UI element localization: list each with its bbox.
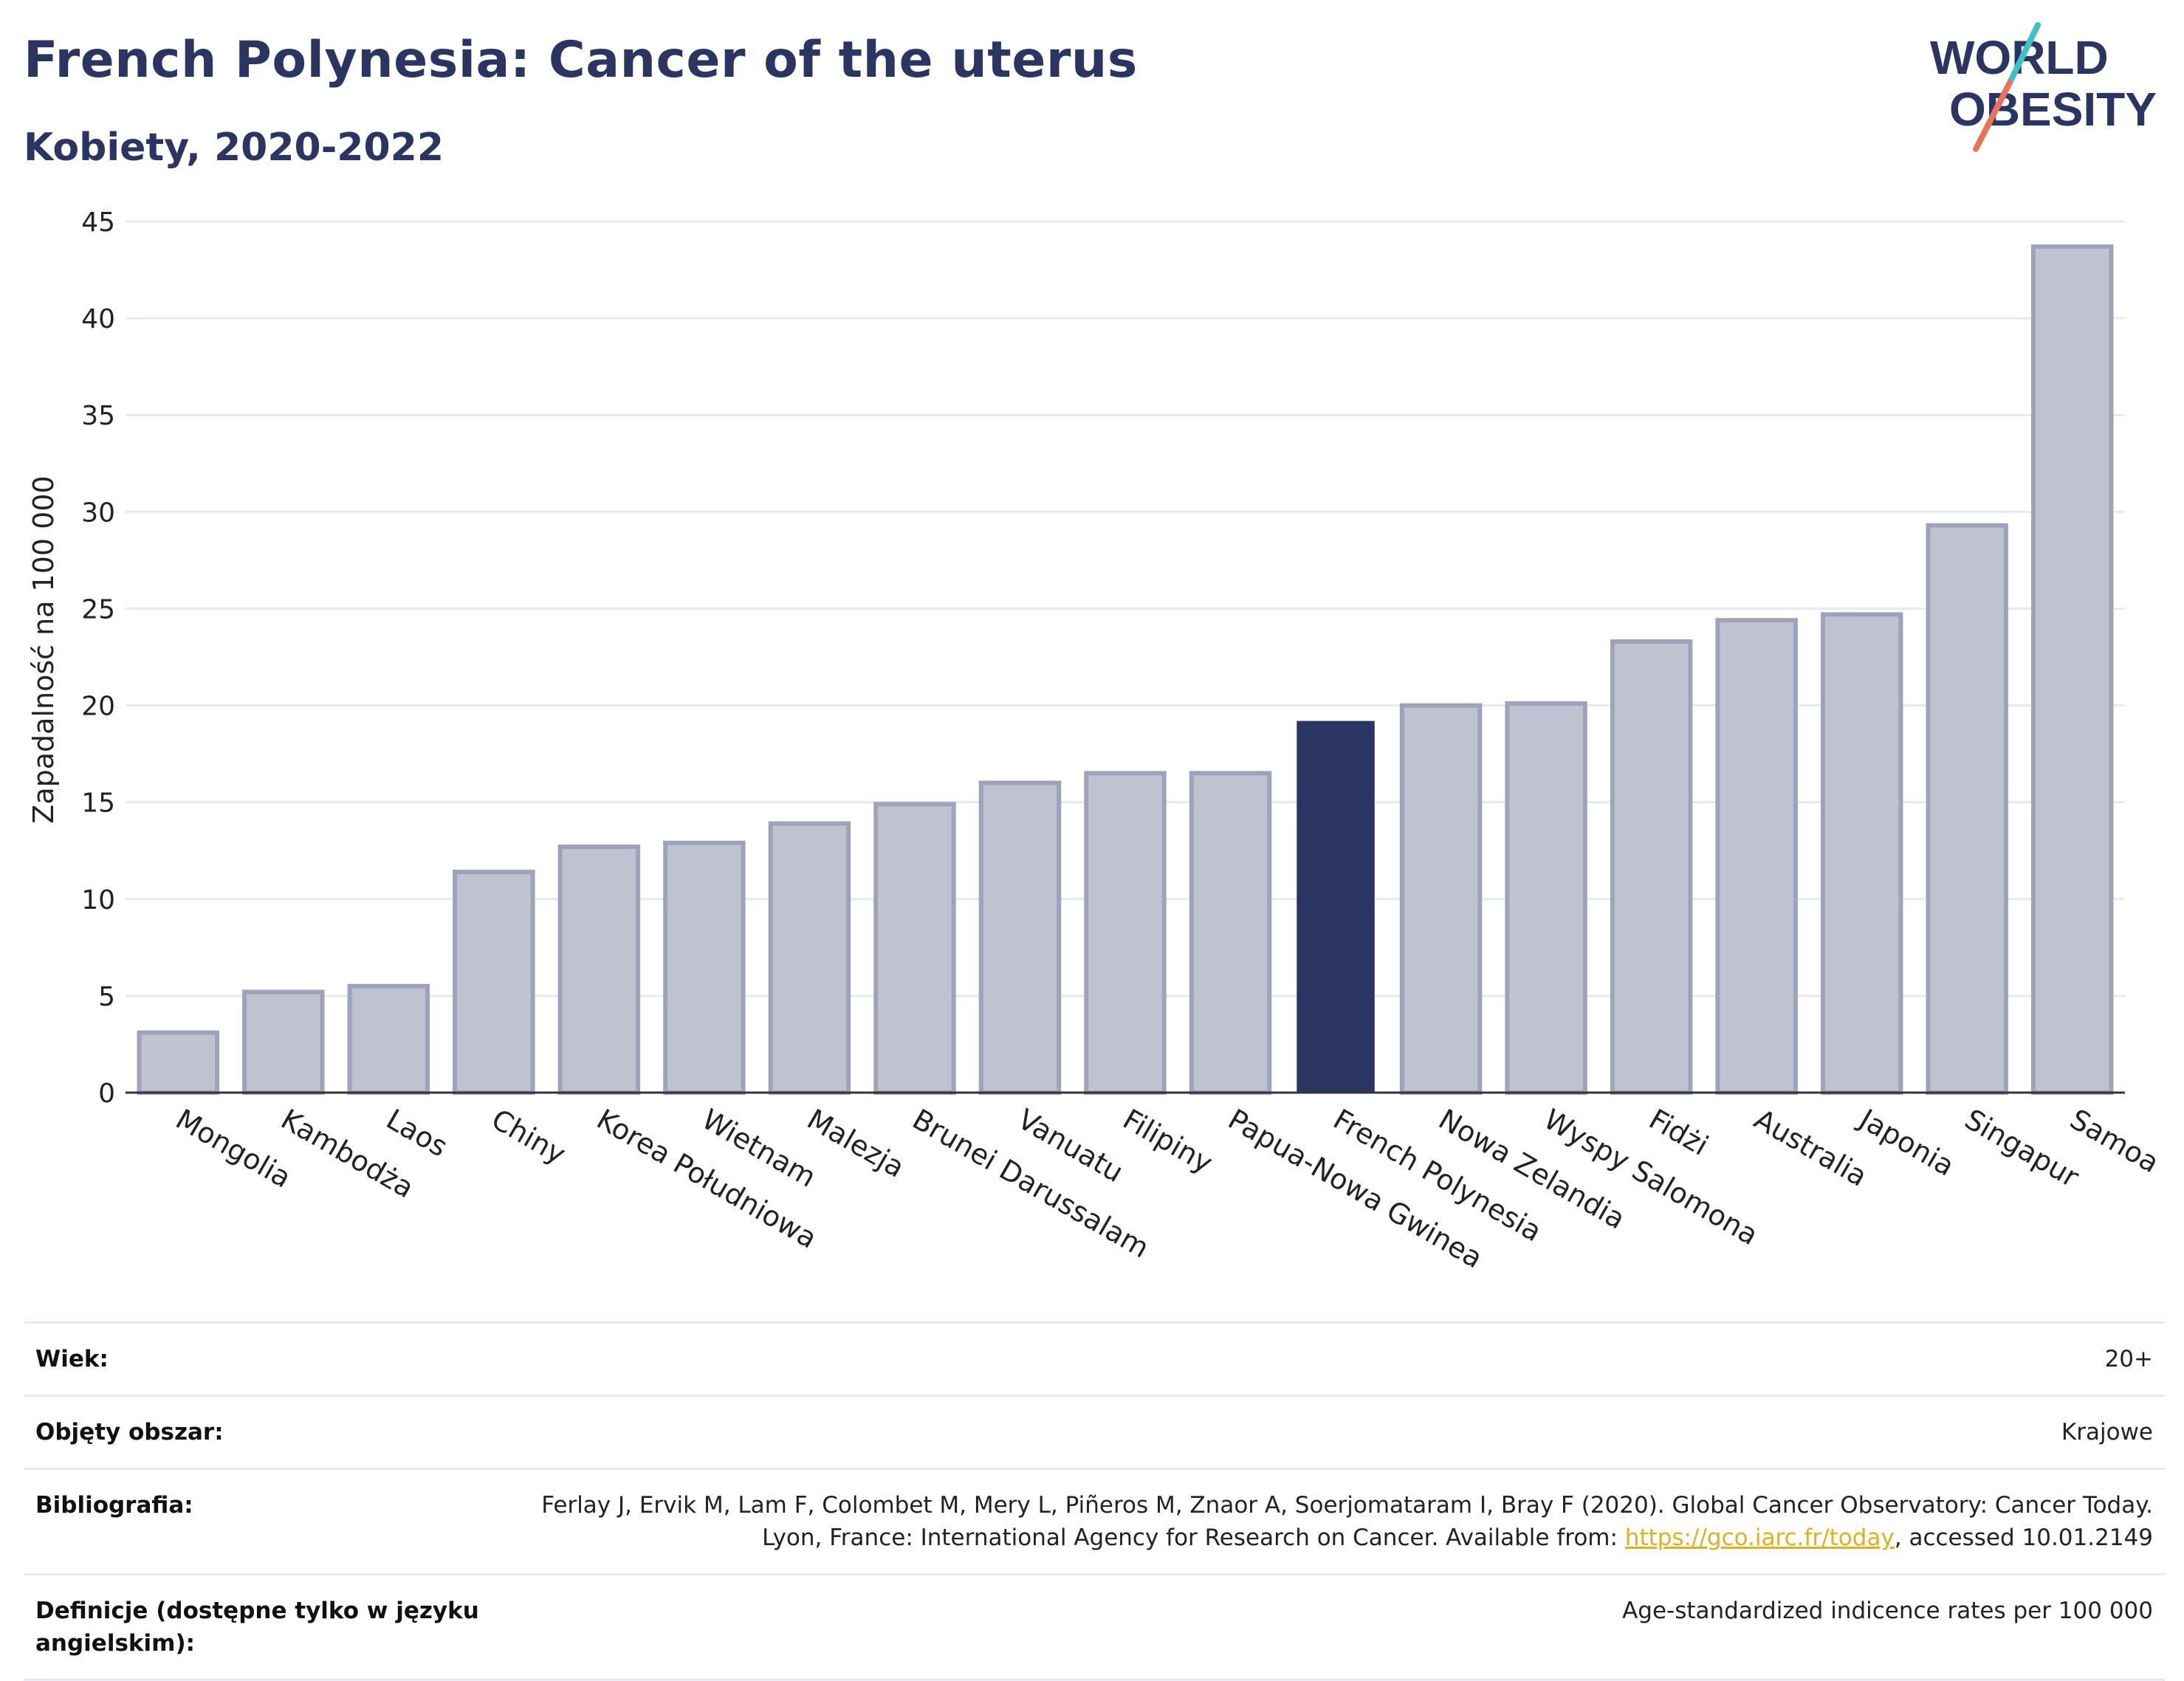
y-axis-label: Zapadalność na 100 000: [27, 475, 60, 823]
chart-title: French Polynesia: Cancer of the uterus: [24, 31, 1138, 89]
x-tick-label: Mongolia: [171, 1103, 297, 1194]
bar: [1297, 721, 1375, 1093]
info-row-bibliography: Bibliografia: Ferlay J, Ervik M, Lam F, …: [24, 1468, 2165, 1575]
bar: [1189, 771, 1272, 1096]
bar: [1084, 771, 1167, 1096]
info-row-definitions: Definicje (dostępne tylko w języku angie…: [24, 1574, 2165, 1680]
bar: [768, 821, 851, 1095]
bar-chart: 0 5 10 15 20 25 30 35 40 45 Zapadalność na 100 000…: [27, 207, 2165, 1275]
info-row-coverage: Objęty obszar: Krajowe: [24, 1395, 2165, 1469]
y-tick-label: 35: [81, 401, 115, 431]
bar: [242, 989, 325, 1095]
bar: [1715, 618, 1798, 1095]
info-label-definitions: Definicje (dostępne tylko w języku angie…: [35, 1598, 479, 1657]
bar: [347, 983, 430, 1096]
x-tick-label: Malezja: [802, 1103, 910, 1184]
bar: [663, 840, 746, 1095]
info-row-age: Wiek: 20+: [24, 1322, 2165, 1396]
bar: [873, 802, 956, 1096]
x-tick-label: Singapur: [1960, 1103, 2085, 1194]
x-tick-label: Australia: [1749, 1103, 1873, 1193]
bibliography-link[interactable]: https://gco.iarc.fr/today: [1624, 1524, 1895, 1551]
y-tick-label: 20: [81, 692, 115, 722]
x-tick-label: Fidżi: [1644, 1103, 1714, 1162]
x-tick-label: Chiny: [486, 1103, 571, 1171]
info-label-age: Wiek:: [35, 1346, 109, 1372]
y-tick-label: 25: [81, 594, 115, 625]
logo-text-obesity: OBESITY: [1949, 83, 2157, 136]
y-tick-label: 45: [81, 207, 115, 238]
world-obesity-logo: WORLD OBESITY: [1930, 22, 2157, 152]
y-tick-label: 5: [98, 982, 115, 1012]
info-table: Wiek: 20+ Objęty obszar: Krajowe Bibliog…: [24, 1321, 2165, 1681]
bar: [557, 844, 641, 1095]
y-tick-label: 10: [81, 885, 115, 915]
chart-subtitle: Kobiety, 2020-2022: [24, 126, 444, 170]
bar: [453, 870, 535, 1095]
info-value-coverage: Krajowe: [2061, 1419, 2153, 1445]
logo-slash-bottom: [1973, 80, 2013, 152]
y-tick-label: 15: [81, 788, 115, 819]
bibliography-text: Ferlay J, Ervik M, Lam F, Colombet M, Me…: [541, 1492, 2153, 1551]
info-value-bibliography: Ferlay J, Ervik M, Lam F, Colombet M, Me…: [505, 1469, 2165, 1575]
y-tick-label: 40: [81, 304, 115, 334]
info-value-definitions: Age-standardized indicence rates per 100…: [1622, 1598, 2153, 1624]
info-label-bibliography: Bibliografia:: [35, 1492, 193, 1519]
x-tick-label: Filipiny: [1118, 1103, 1218, 1180]
y-tick-label: 0: [98, 1079, 115, 1109]
x-tick-label: Laos: [381, 1103, 453, 1163]
info-value-age: 20+: [2104, 1346, 2153, 1372]
bar: [1399, 703, 1483, 1095]
bar: [1505, 701, 1587, 1095]
logo-slash-top: [2007, 22, 2041, 86]
bar: [137, 1030, 219, 1095]
info-label-coverage: Objęty obszar:: [35, 1419, 224, 1445]
bar: [1820, 612, 1903, 1095]
bar: [1926, 523, 2008, 1095]
y-tick-label: 30: [81, 498, 115, 528]
bar: [1610, 639, 1693, 1095]
bar: [978, 780, 1062, 1095]
bar: [2031, 244, 2114, 1096]
bibliography-accessed: , accessed 10.01.2149: [1894, 1524, 2153, 1551]
